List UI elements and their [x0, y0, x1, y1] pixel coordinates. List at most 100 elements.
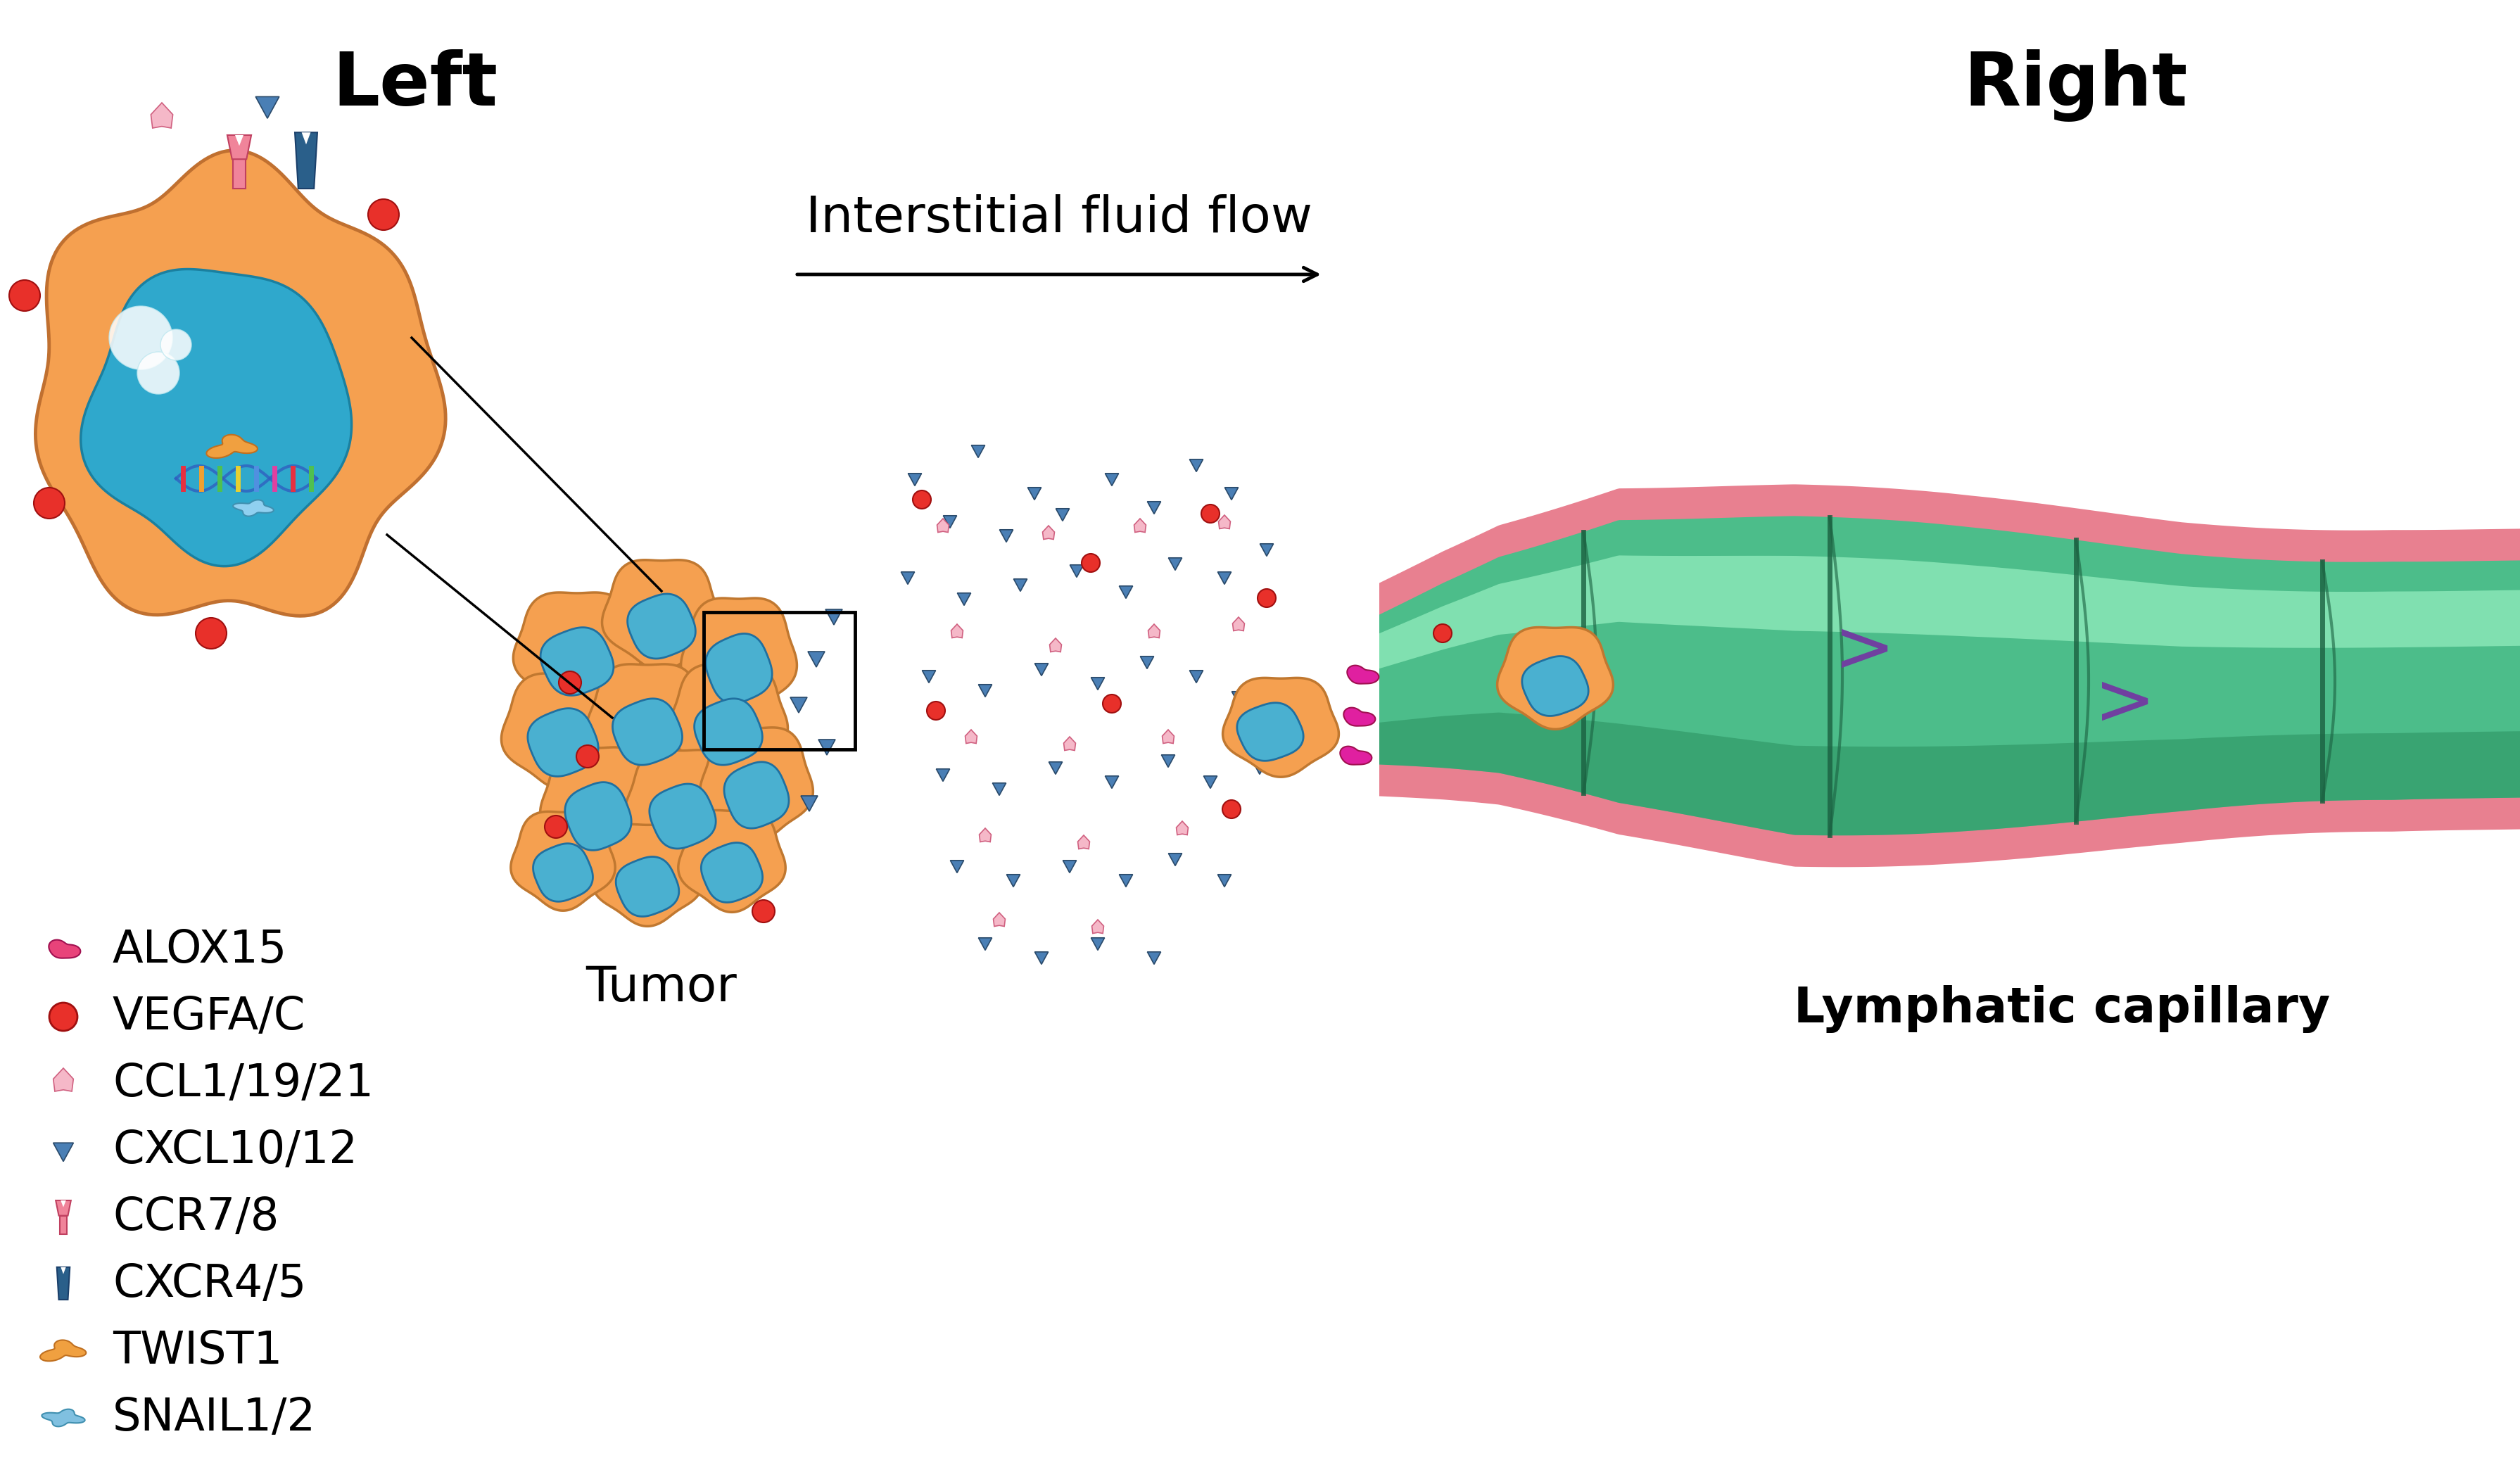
Polygon shape	[1378, 712, 2520, 835]
Polygon shape	[1139, 656, 1154, 668]
Polygon shape	[151, 103, 174, 127]
Polygon shape	[809, 652, 824, 667]
Polygon shape	[1222, 678, 1338, 776]
Polygon shape	[1217, 875, 1232, 886]
Polygon shape	[922, 671, 935, 683]
Polygon shape	[819, 740, 834, 754]
Polygon shape	[950, 860, 963, 873]
Polygon shape	[1378, 516, 2520, 835]
Polygon shape	[1000, 530, 1013, 542]
Polygon shape	[937, 769, 950, 781]
Polygon shape	[1036, 664, 1048, 675]
Polygon shape	[1071, 565, 1084, 577]
Polygon shape	[1217, 571, 1232, 585]
Text: CCR7/8: CCR7/8	[113, 1195, 280, 1239]
Polygon shape	[534, 844, 592, 901]
Polygon shape	[512, 812, 615, 911]
Circle shape	[1222, 800, 1240, 819]
Polygon shape	[1091, 938, 1104, 951]
Polygon shape	[587, 664, 708, 778]
Polygon shape	[1005, 875, 1021, 886]
Polygon shape	[1378, 555, 2520, 668]
Text: >: >	[1835, 615, 1895, 686]
Circle shape	[161, 330, 192, 360]
Polygon shape	[1043, 526, 1053, 539]
Polygon shape	[1119, 875, 1131, 886]
Polygon shape	[1205, 776, 1217, 788]
Polygon shape	[942, 516, 958, 527]
Polygon shape	[60, 1267, 66, 1275]
Polygon shape	[302, 132, 310, 145]
Polygon shape	[234, 135, 244, 146]
Polygon shape	[1079, 835, 1089, 848]
Polygon shape	[1048, 762, 1063, 775]
Polygon shape	[295, 132, 318, 189]
Polygon shape	[827, 609, 842, 626]
Polygon shape	[723, 762, 789, 828]
Polygon shape	[55, 1200, 71, 1216]
Polygon shape	[1189, 460, 1202, 472]
Polygon shape	[801, 795, 816, 812]
Circle shape	[108, 306, 171, 369]
Polygon shape	[627, 593, 696, 659]
Polygon shape	[668, 664, 789, 778]
Polygon shape	[43, 1409, 86, 1427]
Polygon shape	[978, 938, 993, 951]
Polygon shape	[232, 500, 275, 516]
Circle shape	[136, 352, 179, 394]
Polygon shape	[1232, 617, 1245, 631]
Polygon shape	[1260, 544, 1273, 557]
Polygon shape	[907, 473, 922, 486]
Text: Tumor: Tumor	[585, 964, 736, 1011]
Circle shape	[1104, 694, 1121, 713]
Polygon shape	[1147, 952, 1162, 964]
Polygon shape	[1134, 519, 1147, 532]
Polygon shape	[514, 592, 640, 709]
Polygon shape	[1237, 703, 1303, 760]
Circle shape	[197, 618, 227, 649]
Polygon shape	[1147, 501, 1162, 514]
Polygon shape	[993, 782, 1005, 795]
Polygon shape	[970, 445, 985, 457]
Polygon shape	[207, 435, 257, 459]
Polygon shape	[1162, 754, 1174, 768]
Text: CCL1/19/21: CCL1/19/21	[113, 1062, 373, 1106]
Polygon shape	[696, 699, 764, 765]
Polygon shape	[706, 634, 771, 703]
Polygon shape	[501, 674, 625, 790]
Text: VEGFA/C: VEGFA/C	[113, 995, 305, 1039]
Polygon shape	[1036, 952, 1048, 964]
Polygon shape	[791, 697, 806, 713]
Polygon shape	[950, 624, 963, 637]
Text: ALOX15: ALOX15	[113, 929, 287, 971]
Polygon shape	[980, 828, 990, 842]
Polygon shape	[958, 593, 970, 605]
Polygon shape	[1522, 656, 1588, 716]
Polygon shape	[612, 699, 683, 765]
Polygon shape	[1091, 920, 1104, 933]
Text: CXCR4/5: CXCR4/5	[113, 1263, 307, 1305]
Polygon shape	[1177, 822, 1189, 835]
Circle shape	[1257, 589, 1275, 608]
Polygon shape	[978, 684, 993, 697]
Text: SNAIL1/2: SNAIL1/2	[113, 1396, 315, 1440]
Polygon shape	[227, 135, 252, 160]
Polygon shape	[234, 160, 244, 189]
Polygon shape	[615, 857, 678, 917]
Polygon shape	[564, 782, 633, 850]
Polygon shape	[937, 519, 950, 532]
Polygon shape	[1225, 488, 1237, 500]
Polygon shape	[53, 1143, 73, 1162]
Polygon shape	[993, 913, 1005, 926]
Circle shape	[753, 900, 774, 923]
Polygon shape	[539, 747, 655, 863]
Text: Left: Left	[333, 50, 499, 122]
Polygon shape	[53, 1068, 73, 1091]
Polygon shape	[701, 728, 814, 841]
Polygon shape	[965, 730, 978, 743]
Circle shape	[1434, 624, 1452, 643]
Polygon shape	[527, 708, 597, 776]
Polygon shape	[48, 941, 81, 958]
Polygon shape	[602, 560, 721, 671]
Polygon shape	[1169, 854, 1182, 866]
